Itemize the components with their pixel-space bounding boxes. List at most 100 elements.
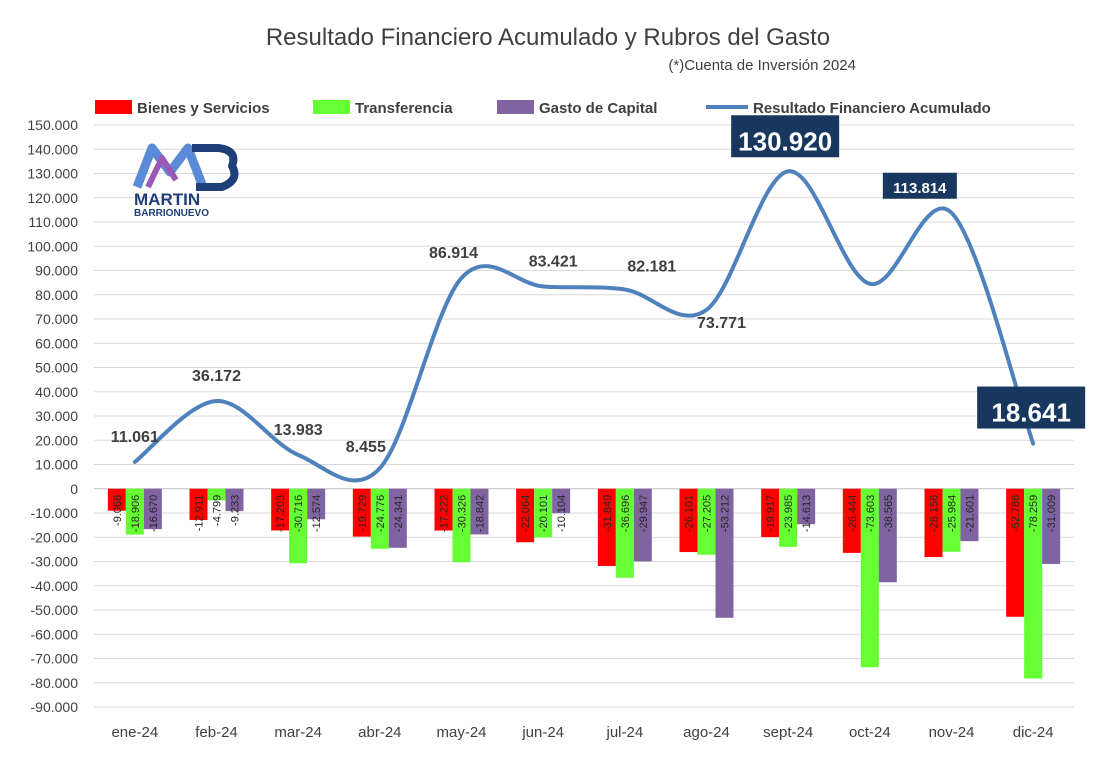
bar xyxy=(615,488,634,578)
bar xyxy=(225,488,244,512)
y-tick-label: -30.000 xyxy=(31,554,79,570)
bar-value-label: -31.849 xyxy=(602,495,614,532)
line-value-label: 8.455 xyxy=(346,439,386,456)
y-tick-label: 20.000 xyxy=(35,432,78,448)
x-tick-label: ene-24 xyxy=(111,724,158,741)
bar xyxy=(143,488,162,530)
legend-swatch xyxy=(313,100,350,114)
bar xyxy=(597,488,616,566)
bar xyxy=(715,488,734,618)
bar xyxy=(697,488,716,555)
line-layer: 11.061 36.172 13.983 8.455 86.914 83.421 82.18… xyxy=(111,115,1086,483)
bar xyxy=(942,488,961,552)
bar xyxy=(960,488,979,542)
bar-value-label: -21.601 xyxy=(965,495,977,532)
line-value-label: 13.983 xyxy=(274,422,323,439)
y-tick-label: -80.000 xyxy=(31,675,79,691)
bar xyxy=(761,488,780,538)
y-tick-label: 40.000 xyxy=(35,384,78,400)
bar xyxy=(797,488,816,525)
bar-value-label: -30.716 xyxy=(293,495,305,532)
bar xyxy=(207,488,226,501)
bar-value-label: -31.009 xyxy=(1046,495,1058,532)
bar xyxy=(860,488,879,668)
y-tick-label: 110.000 xyxy=(28,214,78,230)
line-value-label: 86.914 xyxy=(429,245,478,262)
x-tick-label: oct-24 xyxy=(849,724,891,741)
brand-name-line2: BARRIONUEVO xyxy=(134,208,209,219)
bar-value-label: -18.842 xyxy=(475,495,487,532)
y-tick-label: -70.000 xyxy=(31,651,79,667)
bar-value-label: -10.104 xyxy=(556,495,568,532)
y-tick-label: -60.000 xyxy=(31,626,79,642)
legend-label: Bienes y Servicios xyxy=(137,100,270,117)
legend-swatch xyxy=(95,100,132,114)
bar xyxy=(1042,488,1061,564)
bar xyxy=(878,488,897,583)
bar xyxy=(552,488,571,514)
bar-value-label: -52.786 xyxy=(1010,495,1022,532)
brand-name-line1: MARTIN xyxy=(134,190,200,209)
bar-value-label: -27.205 xyxy=(702,495,714,532)
line-value-label: 83.421 xyxy=(529,253,578,270)
x-tick-label: mar-24 xyxy=(274,724,322,741)
legend-label: Transferencia xyxy=(355,100,453,117)
gridlines xyxy=(94,124,1074,708)
x-tick-label: ago-24 xyxy=(683,724,730,741)
bar xyxy=(307,488,326,520)
line-value-label: 130.920 xyxy=(738,126,832,156)
brand-logo-mark xyxy=(132,143,239,191)
y-tick-label: 150.000 xyxy=(27,117,78,133)
y-axis: 150.000 140.000 130.000 120.000 110.000 100.0… xyxy=(27,117,78,715)
bar xyxy=(779,488,798,547)
y-tick-label: 30.000 xyxy=(35,408,78,424)
line-value-label: 73.771 xyxy=(697,315,746,332)
line-value-label: 82.181 xyxy=(627,258,676,275)
y-tick-label: -40.000 xyxy=(31,578,79,594)
y-tick-label: 140.000 xyxy=(27,141,78,157)
x-tick-label: feb-24 xyxy=(195,724,238,741)
bar xyxy=(842,488,861,553)
bar-value-label: -20.101 xyxy=(538,495,550,532)
bar xyxy=(370,488,389,549)
y-tick-label: -50.000 xyxy=(31,602,79,618)
brand-logo: MARTIN BARRIONUEVO xyxy=(132,143,239,219)
bar-value-label: -26.444 xyxy=(847,495,859,532)
bar-value-label: -23.985 xyxy=(783,495,795,532)
bars xyxy=(107,488,1061,679)
bar xyxy=(1024,488,1043,679)
bar xyxy=(516,488,535,543)
bar-value-label: -22.064 xyxy=(520,495,532,532)
bar-value-label: -78.259 xyxy=(1028,495,1040,532)
x-tick-label: jun-24 xyxy=(521,724,564,741)
bar-value-label: -24.776 xyxy=(375,495,387,532)
line-callout-box xyxy=(882,172,957,199)
bar-value-label: -12.911 xyxy=(194,495,206,532)
y-tick-label: 10.000 xyxy=(35,457,78,473)
bar-value-label: -19.917 xyxy=(765,495,777,532)
bar xyxy=(534,488,553,538)
line-value-label: 36.172 xyxy=(192,368,241,385)
bar xyxy=(1006,488,1025,617)
line-value-label: 113.814 xyxy=(893,180,947,197)
y-tick-label: 60.000 xyxy=(35,335,78,351)
bar-value-label: -53.212 xyxy=(720,495,732,532)
x-tick-label: may-24 xyxy=(436,724,486,741)
line-value-label: 18.641 xyxy=(991,398,1071,428)
bar-value-label: -24.341 xyxy=(393,495,405,532)
bar-labels: -9.068 -12.911 -17.203 -19.729 -17.222 -22.06… xyxy=(112,495,1058,532)
x-axis: ene-24 feb-24 mar-24 abr-24 may-24 jun-24 jul-… xyxy=(111,724,1053,741)
line-callout-box xyxy=(977,386,1086,429)
bar xyxy=(924,488,943,558)
y-tick-label: -90.000 xyxy=(31,699,79,715)
bar-value-label: -30.326 xyxy=(457,495,469,532)
legend-swatch xyxy=(497,100,534,114)
bar-value-label: -4.799 xyxy=(212,495,224,526)
x-tick-label: dic-24 xyxy=(1013,724,1054,741)
bar-value-label: -17.222 xyxy=(439,495,451,532)
bar xyxy=(679,488,698,553)
bar xyxy=(470,488,489,535)
